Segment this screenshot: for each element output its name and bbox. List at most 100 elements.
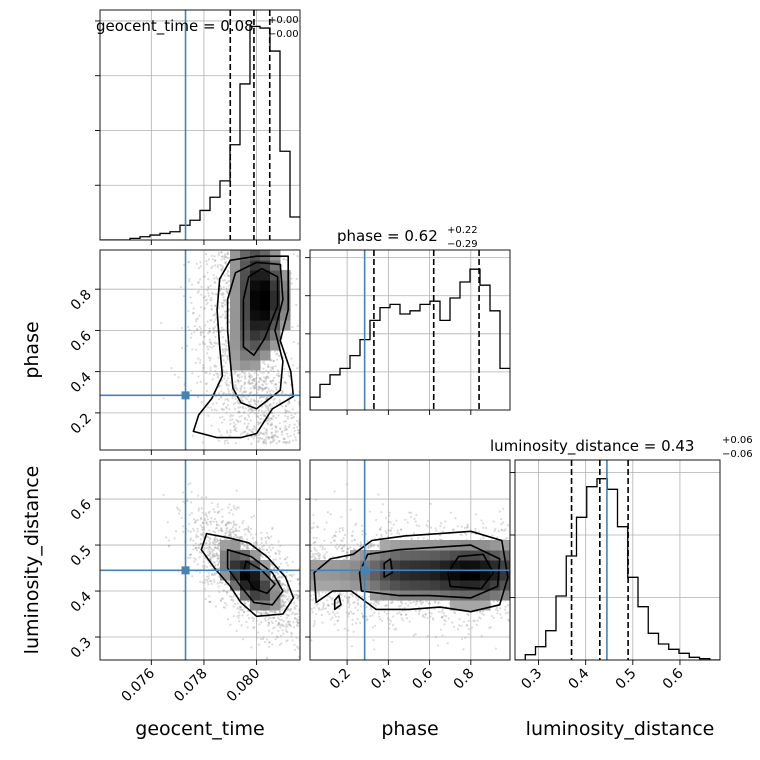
sample-point: [246, 432, 249, 435]
sample-point: [412, 634, 415, 637]
sample-point: [264, 398, 268, 401]
sample-point: [296, 342, 300, 345]
sample-point: [298, 401, 300, 404]
sample-point: [212, 573, 215, 577]
sample-point: [200, 542, 203, 546]
density-cell: [260, 250, 271, 261]
sample-point: [269, 442, 272, 445]
sample-point: [285, 382, 288, 385]
sample-point: [249, 377, 252, 380]
sample-point: [424, 613, 427, 616]
sample-point: [279, 615, 282, 618]
sample-point: [269, 366, 273, 369]
sample-point: [333, 613, 336, 616]
sample-point: [232, 595, 235, 598]
sample-point: [186, 344, 189, 348]
sample-point: [360, 524, 363, 527]
sample-point: [322, 632, 324, 634]
sample-point: [281, 604, 284, 607]
sample-point: [227, 531, 230, 534]
sample-point: [428, 611, 431, 614]
sample-point: [282, 632, 285, 635]
sample-point: [189, 530, 192, 533]
sample-point: [200, 542, 203, 545]
sample-point: [262, 413, 265, 416]
sample-point: [224, 532, 227, 535]
sample-point: [217, 557, 220, 560]
sample-point: [267, 409, 270, 412]
sample-point: [216, 342, 219, 345]
sample-point: [434, 635, 438, 638]
sample-point: [219, 315, 222, 318]
sample-point: [229, 533, 232, 536]
sample-point: [281, 629, 284, 632]
sample-point: [252, 547, 255, 550]
sample-point: [213, 555, 216, 558]
sample-point: [263, 441, 266, 444]
density-cell: [240, 340, 251, 351]
sample-point: [282, 437, 285, 441]
sample-point: [191, 312, 195, 315]
density-cell: [240, 350, 251, 361]
sample-point: [224, 532, 227, 535]
hist-panel-phase: [310, 250, 510, 410]
sample-point: [232, 605, 235, 608]
sample-point: [343, 595, 346, 598]
sample-point: [281, 405, 284, 408]
sample-point: [246, 545, 249, 548]
sample-point: [199, 358, 202, 362]
sample-point: [227, 390, 230, 393]
sample-point: [231, 396, 234, 399]
sample-point: [453, 610, 456, 614]
sample-point: [251, 536, 254, 540]
contour-outer: [192, 255, 295, 439]
sample-point: [202, 528, 206, 531]
sample-point: [243, 386, 246, 390]
sample-point: [253, 399, 256, 403]
sample-point: [258, 623, 261, 626]
sample-point: [270, 411, 274, 414]
sample-point: [288, 410, 291, 413]
sample-point: [285, 352, 288, 355]
sample-point: [229, 521, 233, 524]
sample-point: [275, 382, 278, 386]
sample-point: [292, 573, 295, 576]
sample-point: [225, 355, 228, 358]
sample-point: [215, 540, 218, 544]
sample-point: [272, 627, 275, 630]
sample-point: [263, 379, 266, 383]
sample-point: [207, 294, 210, 297]
sample-point: [232, 392, 235, 395]
sample-point: [270, 610, 273, 613]
sample-point: [220, 408, 224, 411]
sample-point: [191, 348, 194, 351]
sample-point: [267, 641, 271, 644]
sample-point: [323, 528, 326, 531]
sample-point: [284, 625, 287, 628]
sample-point: [267, 551, 270, 554]
sample-point: [253, 434, 256, 438]
sample-point: [216, 557, 219, 560]
sample-point: [249, 411, 252, 414]
sample-point: [278, 552, 281, 556]
sample-point: [265, 404, 268, 407]
sample-point: [343, 543, 346, 547]
sample-point: [343, 627, 346, 630]
sample-point: [224, 312, 227, 316]
sample-point: [295, 303, 298, 306]
sample-point: [285, 623, 288, 626]
sample-point: [285, 630, 288, 633]
sample-point: [323, 548, 326, 551]
sample-point: [207, 553, 211, 556]
sample-point: [210, 291, 214, 294]
sample-point: [274, 386, 278, 390]
sample-point: [256, 611, 259, 614]
sample-point: [350, 592, 354, 596]
sample-point: [435, 529, 438, 532]
sample-point: [506, 611, 510, 614]
sample-point: [350, 645, 354, 648]
sample-point: [463, 526, 467, 530]
sample-point: [260, 387, 263, 390]
sample-point: [209, 284, 212, 287]
sample-point: [496, 609, 500, 612]
